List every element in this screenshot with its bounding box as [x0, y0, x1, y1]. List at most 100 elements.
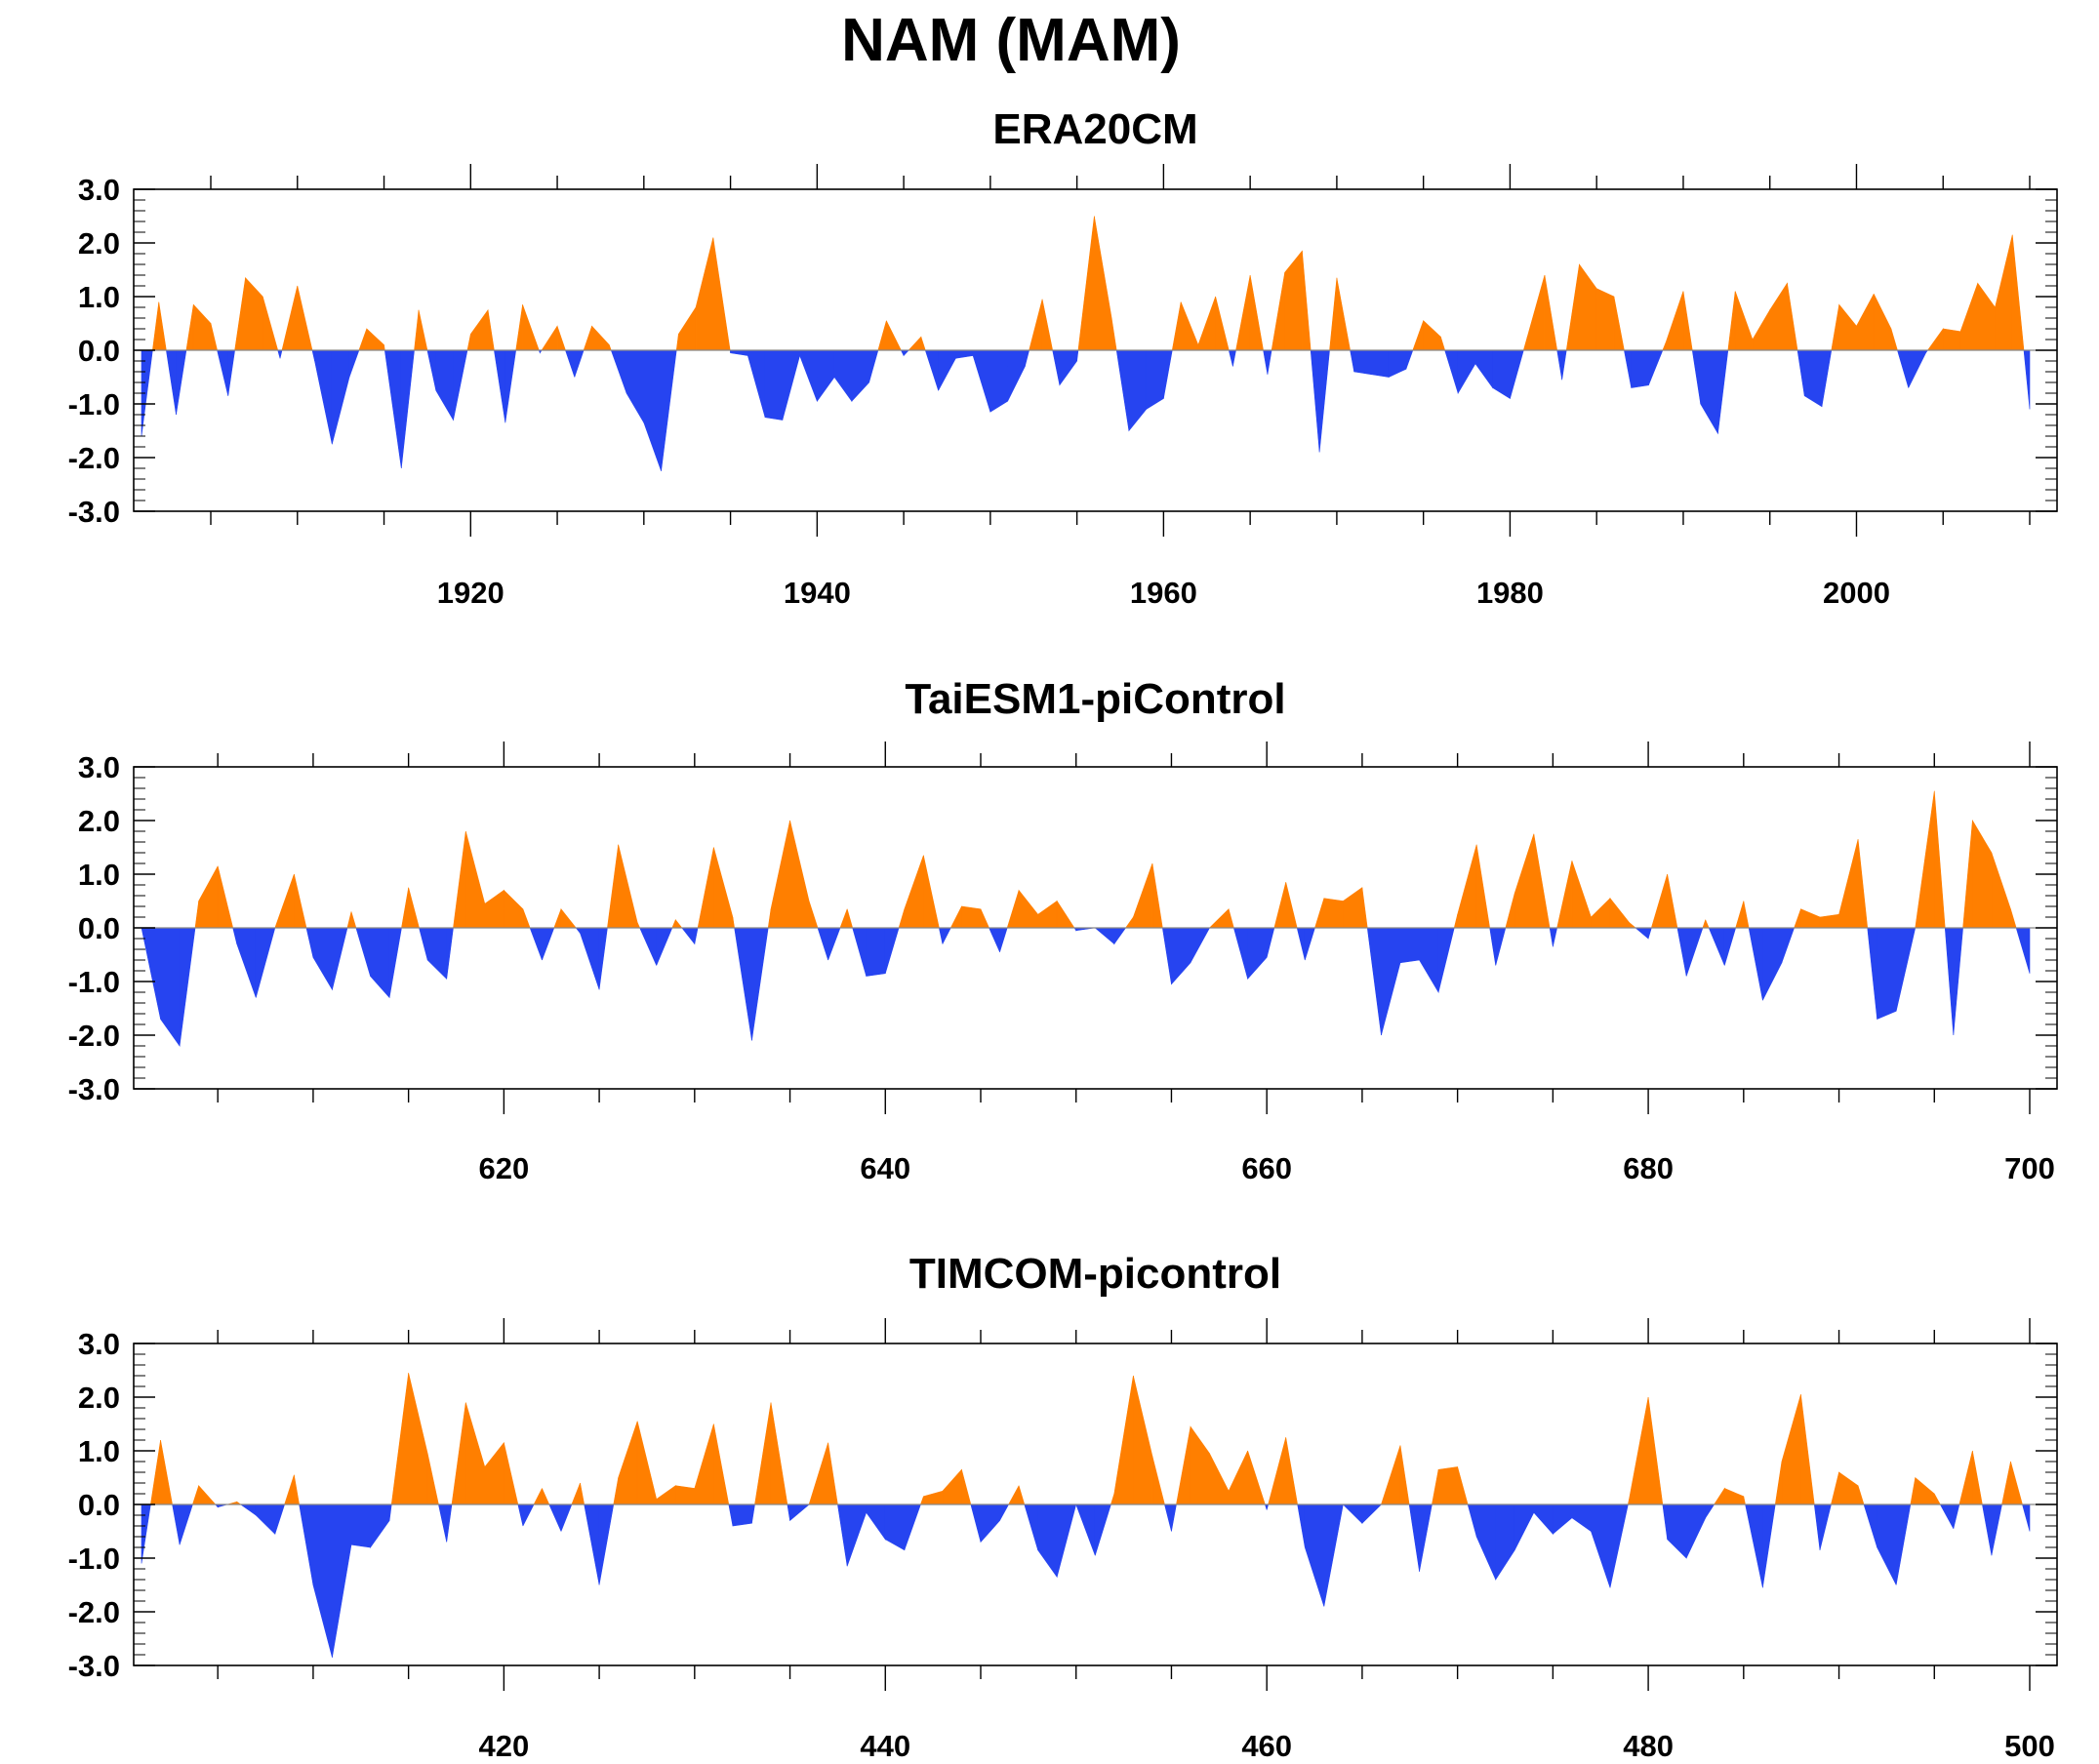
- negative-area: [548, 1503, 562, 1532]
- negative-area: [1353, 349, 1372, 376]
- positive-area: [1249, 274, 1264, 351]
- positive-area: [846, 908, 854, 929]
- positive-area: [1856, 294, 1875, 351]
- y-tick-label: 1.0: [78, 1434, 120, 1468]
- positive-area: [1329, 277, 1338, 351]
- positive-area: [1215, 296, 1230, 351]
- positive-area: [1323, 898, 1344, 929]
- positive-area: [1787, 283, 1798, 351]
- positive-area: [210, 323, 218, 351]
- negative-area: [274, 1503, 286, 1535]
- positive-area: [1412, 320, 1424, 351]
- positive-area: [1247, 1450, 1266, 1505]
- positive-area: [553, 908, 562, 929]
- negative-area: [160, 927, 181, 1047]
- positive-area: [1008, 1485, 1020, 1505]
- negative-area: [789, 1503, 810, 1522]
- negative-area: [1953, 1503, 1960, 1529]
- negative-area: [846, 1503, 868, 1567]
- negative-area: [312, 927, 333, 991]
- negative-area: [1232, 927, 1248, 980]
- positive-area: [414, 309, 420, 351]
- negative-area: [903, 349, 909, 357]
- positive-area: [284, 1474, 295, 1505]
- positive-area: [1110, 1493, 1115, 1505]
- negative-area: [575, 927, 581, 935]
- panel-title: ERA20CM: [992, 105, 1197, 153]
- positive-area: [1595, 288, 1615, 351]
- y-tick-label: -3.0: [68, 1072, 120, 1106]
- positive-area: [1399, 1445, 1410, 1505]
- positive-area: [1180, 301, 1199, 351]
- positive-area: [789, 820, 810, 929]
- negative-area: [1647, 927, 1652, 940]
- x-tick-label: 2000: [1823, 576, 1890, 610]
- negative-area: [1982, 1503, 1993, 1556]
- positive-area: [1526, 274, 1546, 351]
- panel-2: TaiESM1-piControl 3.0 2.0 1.0 0.0 -1.0 -2.0 -3.…: [68, 675, 2058, 1185]
- positive-area: [1037, 900, 1058, 929]
- negative-area: [1676, 927, 1687, 977]
- negative-area: [176, 349, 187, 416]
- positive-area: [401, 887, 409, 929]
- negative-area: [141, 927, 161, 1020]
- negative-area: [1232, 349, 1236, 367]
- negative-area: [574, 349, 585, 378]
- positive-area: [1151, 862, 1163, 929]
- negative-area: [141, 1503, 151, 1564]
- positive-area: [484, 889, 505, 929]
- area-series: [141, 216, 2031, 471]
- negative-area: [1705, 1503, 1716, 1519]
- panel-title: TIMCOM-picontrol: [909, 1250, 1281, 1298]
- negative-area: [751, 1503, 755, 1524]
- negative-area: [924, 349, 939, 391]
- negative-area: [1944, 927, 1955, 1036]
- positive-area: [1209, 1453, 1230, 1505]
- y-tick-label: -3.0: [68, 495, 120, 529]
- negative-area: [1819, 1503, 1832, 1550]
- positive-area: [262, 296, 279, 351]
- positive-area: [358, 328, 368, 351]
- positive-area: [1910, 1477, 1917, 1505]
- negative-area: [1895, 1503, 1912, 1585]
- negative-area: [1700, 349, 1718, 435]
- positive-area: [904, 855, 924, 929]
- negative-area: [311, 349, 315, 362]
- positive-area: [1457, 1466, 1469, 1505]
- positive-area: [1962, 820, 1973, 929]
- negative-area: [1113, 927, 1127, 945]
- positive-area: [294, 1474, 300, 1505]
- negative-area: [1267, 349, 1272, 375]
- positive-area: [1650, 873, 1668, 929]
- negative-area: [980, 1503, 1000, 1544]
- negative-area: [517, 1503, 524, 1527]
- positive-area: [942, 1468, 962, 1505]
- negative-area: [388, 927, 402, 998]
- negative-area: [383, 349, 402, 469]
- positive-area: [1271, 272, 1285, 351]
- negative-area: [1796, 349, 1805, 396]
- positive-area: [1995, 234, 2013, 351]
- positive-area: [1171, 301, 1182, 351]
- positive-area: [464, 830, 486, 929]
- negative-area: [1381, 927, 1401, 1036]
- positive-area: [1361, 887, 1368, 929]
- y-tick-label: -1.0: [68, 387, 120, 421]
- x-tick-label: 700: [2004, 1151, 2055, 1185]
- positive-area: [192, 1485, 199, 1505]
- negative-area: [1457, 349, 1476, 395]
- positive-area: [1041, 299, 1054, 351]
- positive-area: [770, 1402, 788, 1505]
- positive-area: [152, 301, 160, 351]
- negative-area: [453, 349, 468, 421]
- y-tick-label: 3.0: [78, 173, 120, 207]
- positive-area: [1133, 862, 1153, 929]
- positive-area: [294, 873, 307, 929]
- negative-area: [227, 349, 235, 396]
- negative-area: [1304, 1503, 1325, 1607]
- positive-area: [1124, 916, 1134, 929]
- negative-area: [884, 1503, 906, 1551]
- positive-area: [1208, 908, 1230, 929]
- positive-area: [1190, 1425, 1210, 1505]
- positive-area: [1343, 887, 1363, 929]
